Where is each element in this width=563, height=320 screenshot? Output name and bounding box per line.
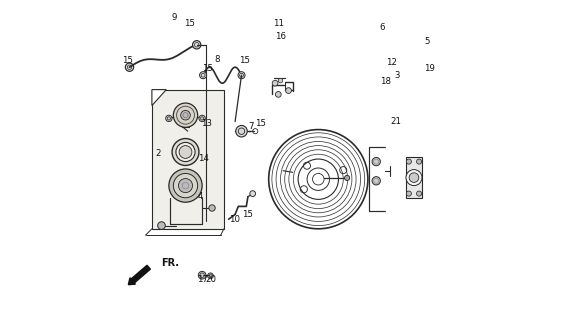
Text: 14: 14	[198, 154, 209, 163]
Text: 12: 12	[386, 58, 397, 67]
Circle shape	[417, 159, 422, 164]
Text: 7: 7	[248, 122, 254, 131]
Text: 18: 18	[379, 77, 391, 86]
Circle shape	[278, 78, 283, 83]
Circle shape	[199, 72, 207, 79]
Circle shape	[406, 159, 412, 164]
Text: 20: 20	[205, 276, 216, 284]
Text: 16: 16	[275, 32, 286, 41]
Circle shape	[250, 191, 256, 196]
Text: 3: 3	[394, 71, 400, 80]
Text: 11: 11	[273, 20, 284, 28]
Circle shape	[209, 205, 215, 211]
Polygon shape	[152, 90, 224, 229]
Text: 15: 15	[202, 64, 213, 73]
Text: 15: 15	[184, 20, 195, 28]
Circle shape	[169, 169, 202, 202]
Circle shape	[158, 222, 166, 229]
Polygon shape	[152, 90, 166, 106]
Text: 5: 5	[425, 37, 430, 46]
Circle shape	[173, 103, 198, 127]
Circle shape	[417, 191, 422, 196]
Circle shape	[372, 177, 381, 185]
Text: 15: 15	[122, 56, 133, 65]
Bar	[406, 157, 422, 198]
Circle shape	[181, 110, 190, 120]
Text: 21: 21	[390, 117, 401, 126]
Text: 17: 17	[196, 276, 208, 284]
Text: 15: 15	[239, 56, 249, 65]
Circle shape	[406, 191, 412, 196]
Circle shape	[236, 125, 247, 137]
Circle shape	[193, 41, 201, 49]
Circle shape	[345, 175, 350, 180]
Text: 2: 2	[155, 149, 161, 158]
Circle shape	[406, 170, 422, 186]
Text: FR.: FR.	[162, 258, 180, 268]
Text: 4: 4	[197, 192, 203, 201]
Circle shape	[409, 173, 419, 182]
Text: 10: 10	[229, 215, 240, 224]
Text: 6: 6	[379, 23, 385, 32]
Circle shape	[178, 179, 193, 193]
Text: 15: 15	[254, 119, 266, 128]
FancyArrow shape	[128, 265, 150, 285]
Circle shape	[285, 88, 292, 93]
Circle shape	[199, 115, 205, 122]
Circle shape	[238, 72, 245, 79]
Text: 8: 8	[214, 55, 220, 64]
Circle shape	[173, 173, 198, 198]
Circle shape	[275, 92, 281, 97]
Circle shape	[126, 63, 133, 71]
Circle shape	[272, 80, 278, 86]
Circle shape	[179, 146, 192, 158]
Text: 19: 19	[425, 64, 435, 73]
Text: 15: 15	[243, 210, 253, 219]
Text: 9: 9	[172, 13, 177, 22]
Circle shape	[208, 273, 213, 279]
Text: 13: 13	[201, 119, 212, 128]
Circle shape	[172, 139, 199, 165]
Circle shape	[176, 142, 195, 162]
Circle shape	[372, 157, 381, 166]
Circle shape	[198, 271, 206, 279]
Circle shape	[166, 115, 172, 122]
